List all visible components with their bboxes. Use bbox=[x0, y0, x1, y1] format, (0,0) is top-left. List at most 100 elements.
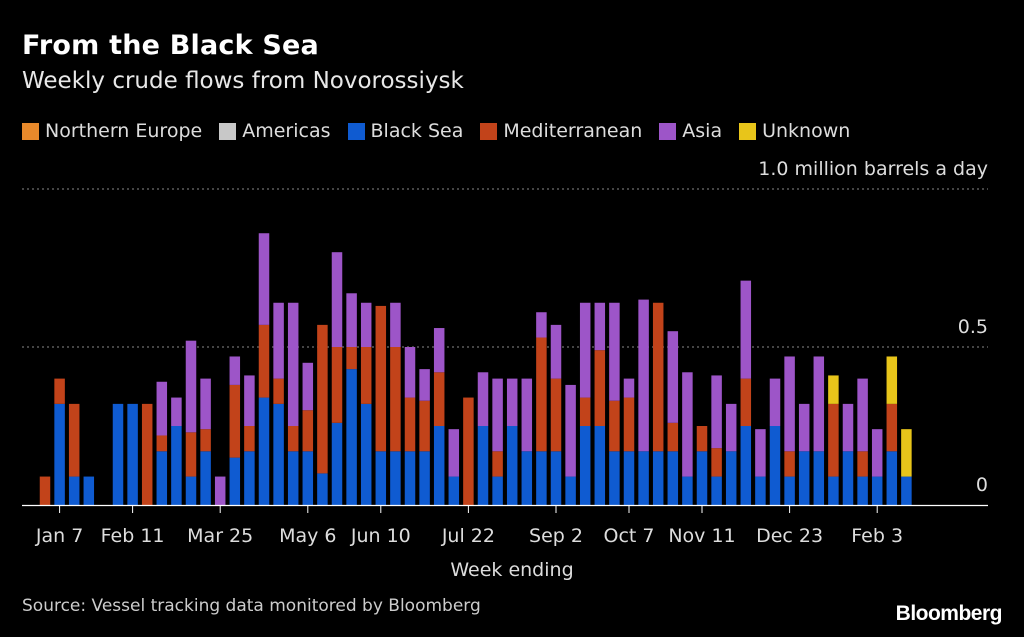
bar-segment bbox=[623, 451, 635, 505]
bar-segment bbox=[127, 403, 138, 505]
x-axis-label: Week ending bbox=[450, 559, 574, 581]
bar-segment bbox=[200, 429, 211, 452]
bar-segment bbox=[696, 426, 708, 452]
bar-segment bbox=[346, 369, 357, 505]
bar-segment bbox=[273, 302, 284, 379]
bar-segment bbox=[404, 451, 416, 505]
legend-swatch bbox=[22, 122, 39, 140]
bar-segment bbox=[536, 337, 547, 452]
bar-segment bbox=[565, 384, 576, 477]
legend-item: Asia bbox=[659, 120, 722, 142]
bar-segment bbox=[871, 429, 883, 477]
y-tick-label: 1.0 million barrels a day bbox=[758, 158, 988, 180]
bar-segment bbox=[550, 451, 562, 505]
bar-segment bbox=[638, 299, 649, 452]
bar-segment bbox=[477, 372, 489, 426]
bar-segment bbox=[842, 403, 854, 452]
brand-logo: Bloomberg bbox=[895, 602, 1003, 625]
bar-segment bbox=[682, 476, 693, 505]
legend: Northern Europe Americas Black Sea Mediterr… bbox=[22, 120, 867, 142]
bar-segment bbox=[171, 426, 182, 505]
bar-segment bbox=[784, 451, 795, 477]
bar-segment bbox=[156, 381, 168, 436]
bar-segment bbox=[857, 451, 868, 477]
bar-segment bbox=[433, 328, 445, 373]
bar-segment bbox=[39, 476, 51, 505]
bar-segment bbox=[375, 451, 387, 505]
bar-segment bbox=[609, 451, 620, 505]
bar-segment bbox=[433, 426, 445, 505]
bar-segment bbox=[156, 451, 168, 505]
bar-segment bbox=[550, 324, 562, 379]
bar-segment bbox=[244, 375, 255, 426]
bar-segment bbox=[346, 293, 357, 347]
bar-segment bbox=[287, 451, 299, 505]
bar-segment bbox=[755, 476, 766, 505]
legend-label: Asia bbox=[682, 120, 723, 142]
bar-segment bbox=[404, 397, 416, 452]
bar-segment bbox=[536, 312, 547, 338]
bar-segment bbox=[725, 451, 737, 505]
bar-segment bbox=[244, 426, 255, 452]
bar-segment bbox=[740, 280, 752, 379]
bars-group bbox=[39, 233, 912, 505]
bar-segment bbox=[725, 403, 737, 452]
bar-segment bbox=[536, 451, 547, 505]
bar-segment bbox=[769, 426, 781, 505]
bar-segment bbox=[769, 378, 781, 426]
bar-segment bbox=[141, 403, 153, 505]
legend-item: Northern Europe bbox=[22, 120, 202, 142]
bar-segment bbox=[360, 347, 372, 404]
bar-segment bbox=[798, 403, 810, 452]
bar-segment bbox=[579, 302, 591, 398]
bar-segment bbox=[390, 347, 401, 452]
bar-segment bbox=[740, 426, 752, 505]
bar-segment bbox=[755, 429, 766, 477]
bar-segment bbox=[711, 476, 722, 505]
bar-segment bbox=[696, 451, 708, 505]
x-tick-label: Jul 22 bbox=[441, 525, 495, 547]
bar-segment bbox=[419, 400, 430, 452]
bar-segment bbox=[390, 451, 401, 505]
source-note: Source: Vessel tracking data monitored b… bbox=[22, 596, 481, 616]
bar-segment bbox=[448, 429, 460, 477]
legend-item: Unknown bbox=[739, 120, 850, 142]
bar-segment bbox=[740, 378, 752, 426]
bar-segment bbox=[346, 347, 357, 370]
bar-segment bbox=[302, 410, 314, 452]
legend-label: Black Sea bbox=[370, 120, 464, 142]
bar-segment bbox=[886, 356, 898, 404]
bar-segment bbox=[171, 397, 182, 426]
bar-segment bbox=[83, 476, 95, 505]
bar-segment bbox=[652, 302, 664, 452]
bar-segment bbox=[433, 372, 445, 426]
x-tick-label: Jun 10 bbox=[350, 525, 411, 547]
bar-segment bbox=[871, 476, 883, 505]
bar-segment bbox=[594, 426, 606, 505]
bar-segment bbox=[623, 397, 635, 452]
bar-segment bbox=[200, 378, 211, 430]
bar-segment bbox=[390, 302, 401, 347]
bar-segment bbox=[492, 476, 503, 505]
bar-segment bbox=[857, 476, 868, 505]
bar-segment bbox=[156, 435, 168, 452]
bar-segment bbox=[112, 403, 124, 505]
bar-segment bbox=[579, 397, 591, 426]
bar-segment bbox=[521, 451, 533, 505]
x-tick-label: Sep 2 bbox=[529, 525, 583, 547]
bar-segment bbox=[638, 451, 649, 505]
x-tick-label: Oct 7 bbox=[604, 525, 655, 547]
legend-swatch bbox=[480, 122, 498, 140]
bar-segment bbox=[68, 403, 80, 477]
bar-segment bbox=[492, 451, 503, 477]
x-tick-label: Nov 11 bbox=[668, 525, 735, 547]
bar-segment bbox=[623, 378, 635, 398]
chart-title: From the Black Sea bbox=[22, 30, 319, 61]
bar-segment bbox=[652, 451, 664, 505]
bar-segment bbox=[404, 347, 416, 398]
legend-item: Black Sea bbox=[347, 120, 464, 142]
bar-segment bbox=[317, 473, 328, 505]
bar-segment bbox=[609, 400, 620, 452]
y-tick-label: 0.5 bbox=[958, 316, 988, 338]
